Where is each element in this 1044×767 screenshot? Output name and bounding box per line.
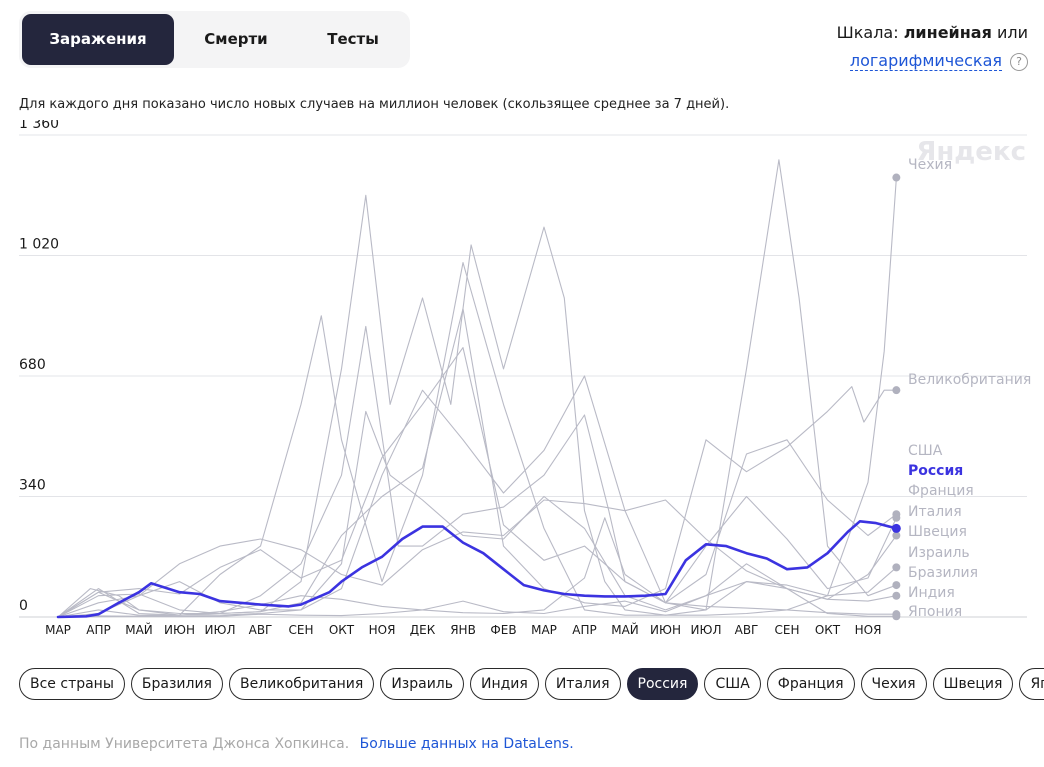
series-end-dot (891, 523, 901, 533)
scale-line-2: логарифмическая? (837, 47, 1028, 75)
x-tick-label: ИЮЛ (691, 623, 722, 637)
datalens-link[interactable]: Больше данных на DataLens. (359, 736, 574, 752)
metric-tabs: Заражения Смерти Тесты (19, 11, 410, 68)
series-end-label[interactable]: Индия (908, 585, 955, 601)
series-line-highlighted (56, 520, 898, 619)
series-end-dot (892, 531, 901, 540)
series-end-dot (892, 563, 901, 572)
scale-joiner: или (996, 23, 1028, 42)
scale-current: линейная (903, 23, 992, 42)
x-tick-label: МАР (531, 623, 557, 637)
country-pill[interactable]: Чехия (860, 668, 927, 700)
y-tick-label: 0 (19, 598, 28, 614)
series-end-dot (892, 581, 901, 590)
x-tick-label: ИЮН (650, 623, 681, 637)
x-tick-label: ФЕВ (490, 623, 516, 637)
series-line (57, 347, 897, 618)
yandex-watermark: Яндекс (916, 137, 1026, 167)
x-tick-label: СЕН (775, 623, 800, 637)
footer: По данным Университета Джонса Хопкинса. … (19, 736, 574, 752)
x-tick-label: ОКТ (329, 623, 355, 637)
scale-switcher: Шкала: линейная или логарифмическая? (837, 19, 1028, 75)
series-end-label[interactable]: США (908, 443, 943, 459)
country-pill[interactable]: Великобритания (228, 668, 375, 700)
country-pill[interactable]: Япония (1019, 668, 1044, 700)
y-tick-label: 1 020 (19, 237, 59, 253)
x-tick-label: АВГ (249, 623, 273, 637)
x-tick-label: ИЮЛ (205, 623, 236, 637)
country-pill[interactable]: Россия (626, 668, 699, 700)
series-line (57, 410, 897, 618)
series-line (57, 159, 897, 618)
series-line (57, 325, 897, 618)
y-tick-label: 1 360 (19, 120, 59, 132)
series-end-label[interactable]: Чехия (908, 157, 952, 173)
country-pill[interactable]: Все страны (19, 668, 125, 700)
country-pill[interactable]: Италия (544, 668, 621, 700)
tab-infections[interactable]: Заражения (22, 14, 174, 65)
series-end-label[interactable]: Великобритания (908, 372, 1031, 388)
chart-subtitle: Для каждого дня показано число новых слу… (19, 97, 730, 112)
series-end-label[interactable]: Италия (908, 504, 962, 520)
country-pill[interactable]: Индия (470, 668, 539, 700)
country-pill[interactable]: США (704, 668, 761, 700)
x-tick-label: ЯНВ (450, 623, 476, 637)
series-end-dot (892, 173, 901, 182)
country-pill[interactable]: Израиль (380, 668, 464, 700)
series-end-label[interactable]: Швеция (908, 524, 967, 540)
country-selector: Все страны Бразилия Великобритания Израиль И… (19, 668, 1044, 700)
series-end-dot (892, 513, 901, 522)
x-tick-label: ОКТ (815, 623, 841, 637)
series-end-dot (892, 386, 901, 395)
series-line (57, 517, 897, 618)
series-end-label[interactable]: Россия (908, 463, 963, 479)
series-line (57, 499, 897, 618)
x-tick-label: АПР (86, 623, 110, 637)
series-line (57, 563, 897, 618)
series-end-label[interactable]: Япония (908, 604, 962, 620)
series-end-label[interactable]: Израиль (908, 545, 970, 561)
x-tick-label: МАЙ (611, 622, 639, 637)
series-end-label[interactable]: Франция (908, 483, 974, 499)
scale-line-1: Шкала: линейная или (837, 19, 1028, 47)
cases-chart: 0 340 680 1 020 1 360 Яндекс МАР АПР МАЙ ИЮН ИЮЛ АВ… (19, 120, 1031, 637)
x-tick-label: НОЯ (855, 623, 882, 637)
tab-deaths[interactable]: Смерти (204, 30, 268, 48)
scale-prefix: Шкала: (836, 23, 899, 42)
scale-log-link[interactable]: логарифмическая (849, 51, 1002, 71)
x-tick-label: ДЕК (410, 623, 436, 637)
x-tick-label: СЕН (289, 623, 314, 637)
x-tick-label: АВГ (735, 623, 759, 637)
x-tick-label: НОЯ (369, 623, 396, 637)
country-pill[interactable]: Швеция (932, 668, 1014, 700)
x-tick-label: МАР (45, 623, 71, 637)
source-note: По данным Университета Джонса Хопкинса. (19, 736, 350, 752)
country-pill[interactable]: Бразилия (130, 668, 223, 700)
series-end-dot (892, 612, 901, 621)
y-tick-label: 680 (19, 357, 46, 373)
tab-tests[interactable]: Тесты (327, 30, 379, 48)
x-tick-label: ИЮН (164, 623, 195, 637)
series-end-label[interactable]: Бразилия (908, 565, 978, 581)
series-line (57, 375, 897, 618)
series-end-dot (892, 591, 901, 600)
y-tick-label: 340 (19, 478, 46, 494)
country-pill[interactable]: Франция (766, 668, 855, 700)
x-tick-label: МАЙ (125, 622, 153, 637)
x-tick-label: АПР (572, 623, 596, 637)
help-icon[interactable]: ? (1010, 53, 1028, 71)
series-line (57, 308, 897, 618)
